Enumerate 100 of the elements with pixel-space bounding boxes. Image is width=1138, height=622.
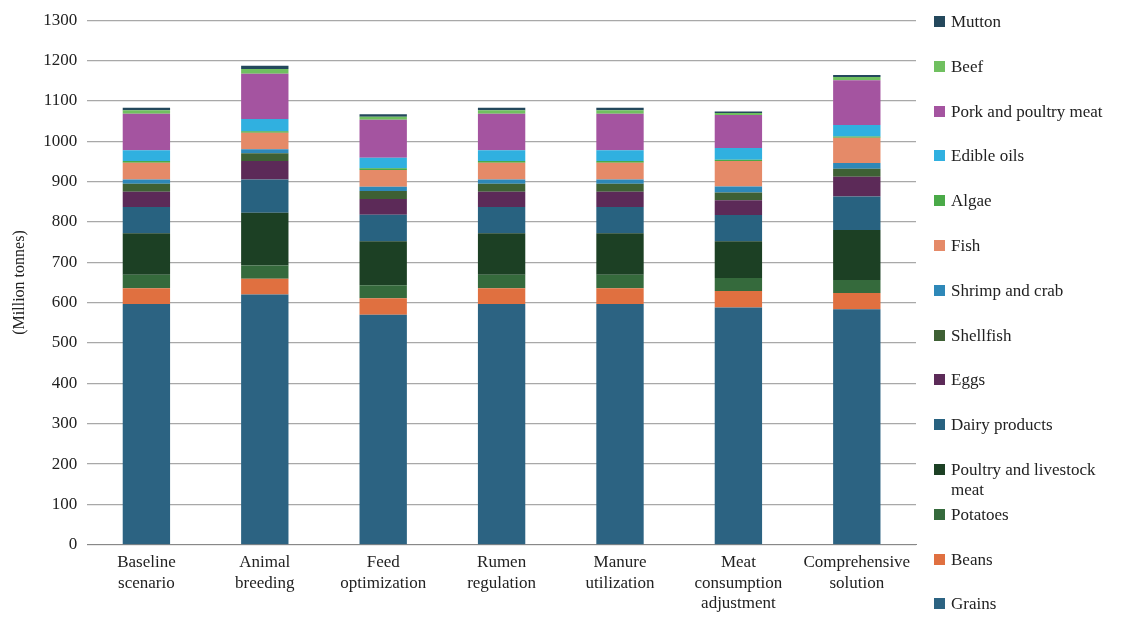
bar (241, 69, 289, 74)
bar (359, 298, 407, 315)
y-tick-label: 1000 (43, 130, 78, 150)
bar (833, 163, 881, 169)
bar (596, 183, 644, 192)
bar (359, 119, 407, 158)
bar (714, 115, 763, 149)
bar (833, 80, 881, 126)
bar (596, 150, 644, 162)
bar (241, 119, 289, 132)
bar (714, 241, 763, 279)
bar (122, 162, 171, 180)
bar (241, 278, 289, 295)
y-axis-title: (Million tonnes) (9, 230, 28, 335)
legend-label: Beans (951, 549, 993, 570)
bar (833, 176, 881, 197)
bar (359, 214, 407, 242)
x-tick-label: Baseline scenario (117, 552, 176, 592)
bar (714, 307, 763, 545)
bar (477, 207, 526, 234)
bar (241, 179, 289, 213)
bar (359, 198, 407, 215)
bar (241, 132, 289, 150)
bar (359, 285, 407, 299)
x-tick-label: Feed optimization (340, 552, 427, 592)
bar (359, 186, 407, 191)
bar (596, 113, 644, 151)
bar (241, 212, 289, 266)
legend-label: Poultry and livestock meat (951, 459, 1097, 500)
bar (122, 207, 171, 234)
bar (714, 278, 763, 291)
bar (596, 191, 644, 208)
bar (122, 113, 171, 151)
y-tick-label: 500 (51, 332, 78, 352)
legend-label: Fish (951, 235, 981, 256)
legend-label: Grains (951, 594, 997, 615)
y-tick-label: 0 (68, 534, 78, 554)
bar (241, 65, 289, 70)
bar (833, 196, 881, 231)
bar (714, 161, 763, 187)
bar (477, 191, 526, 208)
bar (714, 192, 763, 201)
x-tick-label: Animal breeding (235, 552, 296, 592)
x-tick-label: Comprehensive solution (803, 552, 911, 592)
legend-label: Eggs (951, 370, 985, 391)
legend-label: Pork and poultry meat (951, 101, 1103, 122)
legend-label: Edible oils (951, 146, 1025, 167)
x-tick-label: Manure utilization (585, 552, 655, 592)
bar (122, 303, 171, 545)
bar (241, 149, 289, 154)
bar (477, 150, 526, 162)
y-tick-label: 1300 (43, 9, 78, 29)
bar (833, 230, 881, 281)
y-tick-label: 700 (51, 251, 78, 271)
bar (596, 162, 644, 180)
y-tick-label: 400 (51, 372, 78, 392)
legend-label: Potatoes (951, 504, 1009, 525)
bar (477, 274, 526, 289)
y-tick-label: 900 (51, 171, 78, 191)
bar (477, 233, 526, 275)
bar (241, 294, 289, 545)
y-tick-label: 1200 (43, 50, 78, 70)
legend-label: Beef (951, 56, 984, 77)
bar (241, 73, 289, 120)
bar (596, 274, 644, 289)
bar (359, 157, 407, 169)
bar (714, 215, 763, 242)
bar (596, 207, 644, 234)
legend-label: Mutton (951, 12, 1002, 32)
bar (596, 288, 644, 304)
bar (359, 314, 407, 545)
bar (477, 162, 526, 180)
bar (241, 161, 289, 180)
legend-label: Shrimp and crab (951, 280, 1064, 301)
legend-label: Dairy products (951, 415, 1053, 436)
bar (477, 113, 526, 151)
bar (359, 190, 407, 199)
bar (122, 233, 171, 275)
bar (241, 153, 289, 162)
bar (122, 150, 171, 162)
bar (122, 183, 171, 192)
bar (833, 125, 881, 137)
bar (359, 241, 407, 286)
bar (833, 137, 881, 164)
bar (596, 303, 644, 545)
bar (714, 148, 763, 160)
bar (359, 169, 407, 187)
bar (122, 288, 171, 304)
legend-label: Shellfish (951, 325, 1012, 346)
y-tick-label: 200 (51, 453, 78, 473)
x-tick-label: Rumen regulation (467, 552, 537, 592)
bar (833, 292, 881, 310)
bar (596, 233, 644, 275)
bar (122, 179, 171, 184)
y-tick-label: 600 (51, 292, 78, 312)
bar (833, 168, 881, 177)
bar (241, 265, 289, 279)
x-tick-label: Meat consumption adjustment (694, 552, 783, 613)
bar (122, 191, 171, 208)
bar (714, 200, 763, 216)
